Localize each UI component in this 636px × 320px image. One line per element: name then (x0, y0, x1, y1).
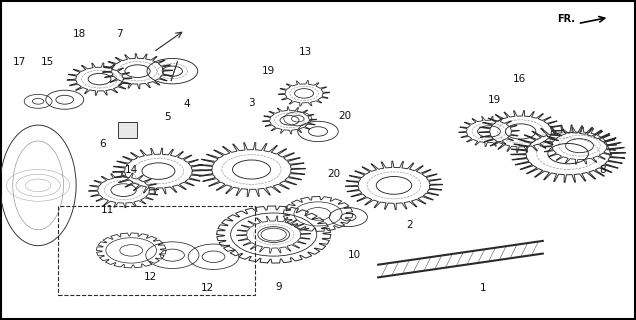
Text: 7: 7 (116, 29, 123, 39)
Text: 15: 15 (41, 57, 54, 67)
Text: 14: 14 (125, 164, 138, 174)
Text: 12: 12 (144, 272, 157, 282)
Text: 18: 18 (73, 29, 86, 39)
Text: 2: 2 (406, 220, 413, 230)
Text: 3: 3 (248, 98, 255, 108)
Text: FR.: FR. (557, 14, 575, 24)
Text: 19: 19 (487, 95, 501, 105)
Text: 13: 13 (299, 47, 312, 57)
Text: 16: 16 (513, 74, 526, 84)
Text: 20: 20 (328, 169, 340, 179)
FancyBboxPatch shape (118, 122, 137, 138)
Text: 20: 20 (338, 111, 351, 121)
Text: 1: 1 (480, 284, 486, 293)
Text: 17: 17 (13, 57, 25, 67)
Text: 19: 19 (262, 66, 275, 76)
Text: 4: 4 (183, 99, 190, 108)
Text: 9: 9 (275, 282, 282, 292)
Text: 5: 5 (165, 112, 171, 122)
Text: 10: 10 (348, 250, 361, 260)
Text: 6: 6 (99, 139, 106, 149)
Text: 12: 12 (200, 284, 214, 293)
Text: 11: 11 (100, 205, 114, 215)
Text: 8: 8 (600, 164, 606, 174)
